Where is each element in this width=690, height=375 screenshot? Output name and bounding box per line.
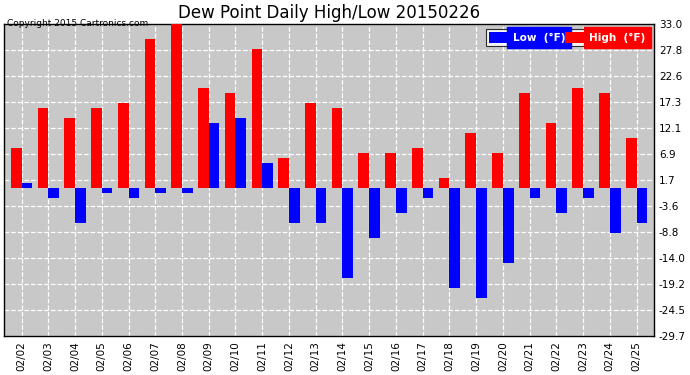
Bar [423, 188, 433, 198]
Bar [64, 118, 75, 188]
Bar [101, 188, 112, 193]
Bar [155, 188, 166, 193]
Bar [118, 104, 128, 188]
Bar [637, 188, 647, 223]
Bar [610, 188, 620, 233]
Bar [252, 49, 262, 188]
Bar [573, 88, 583, 188]
Bar [37, 108, 48, 188]
Bar [476, 188, 487, 298]
Bar [492, 153, 503, 188]
Bar [546, 123, 556, 188]
Bar [182, 188, 193, 193]
Bar [385, 153, 396, 188]
Bar [171, 24, 182, 188]
Bar [21, 183, 32, 188]
Bar [316, 188, 326, 223]
Bar [369, 188, 380, 238]
Bar [332, 108, 342, 188]
Bar [359, 153, 369, 188]
Bar [209, 123, 219, 188]
Bar [503, 188, 513, 263]
Bar [198, 88, 209, 188]
Bar [449, 188, 460, 288]
Bar [466, 134, 476, 188]
Title: Dew Point Daily High/Low 20150226: Dew Point Daily High/Low 20150226 [178, 4, 480, 22]
Bar [439, 178, 449, 188]
Bar [626, 138, 637, 188]
Bar [91, 108, 101, 188]
Bar [11, 148, 21, 188]
Bar [75, 188, 86, 223]
Text: Copyright 2015 Cartronics.com: Copyright 2015 Cartronics.com [7, 19, 148, 28]
Bar [289, 188, 299, 223]
Bar [145, 39, 155, 188]
Bar [556, 188, 567, 213]
Bar [235, 118, 246, 188]
Bar [225, 93, 235, 188]
Bar [599, 93, 610, 188]
Bar [412, 148, 423, 188]
Bar [278, 158, 289, 188]
Bar [396, 188, 406, 213]
Bar [48, 188, 59, 198]
Bar [305, 104, 316, 188]
Bar [128, 188, 139, 198]
Bar [519, 93, 530, 188]
Bar [262, 163, 273, 188]
Bar [530, 188, 540, 198]
Bar [342, 188, 353, 278]
Legend: Low  (°F), High  (°F): Low (°F), High (°F) [486, 29, 649, 46]
Bar [583, 188, 594, 198]
